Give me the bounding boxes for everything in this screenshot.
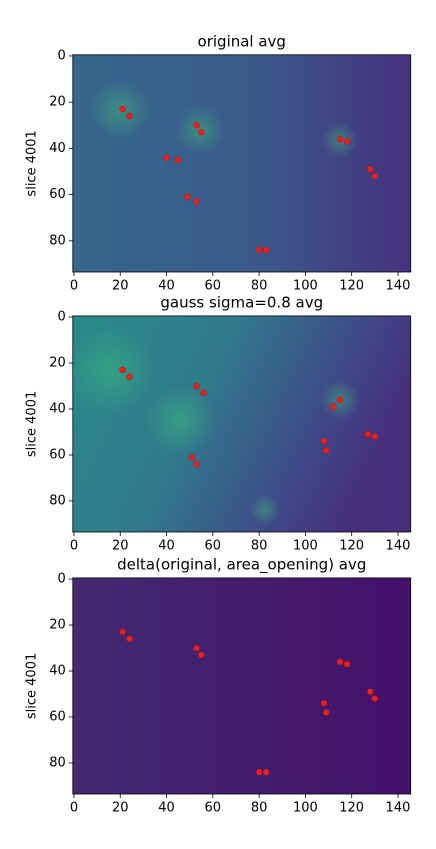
image xyxy=(72,577,411,794)
x-tick-label: 20 xyxy=(112,539,129,554)
x-tick-label: 140 xyxy=(386,801,411,816)
x-tick-label: 80 xyxy=(251,801,268,816)
image-glow xyxy=(65,325,155,415)
scatter-point xyxy=(364,431,372,438)
scatter-point xyxy=(193,198,200,205)
x-tick-label: 60 xyxy=(205,801,222,816)
y-tick-label: 80 xyxy=(49,755,66,770)
x-tick-label: 40 xyxy=(158,279,175,294)
y-tick-label: 20 xyxy=(49,95,66,110)
image-glow xyxy=(250,495,280,525)
y-tick-label: 20 xyxy=(49,618,66,633)
scatter-point xyxy=(119,628,126,636)
scatter-point xyxy=(119,366,126,374)
scatter-point xyxy=(366,165,374,173)
scatter-point xyxy=(262,246,270,254)
x-tick-label: 40 xyxy=(158,539,175,554)
y-axis-label: slice 4001 xyxy=(25,391,40,457)
y-axis-label: slice 4001 xyxy=(25,130,40,196)
axes-frame xyxy=(72,577,412,795)
chart-title: gauss sigma=0.8 avg xyxy=(160,293,323,311)
y-tick-label: 20 xyxy=(49,356,66,371)
y-tick-label: 60 xyxy=(49,709,66,724)
scatter-point xyxy=(126,635,133,643)
x-tick-label: 0 xyxy=(70,539,78,554)
scatter-point xyxy=(193,460,200,468)
y-tick-label: 80 xyxy=(49,493,66,508)
scatter-point xyxy=(320,437,328,445)
scatter-point xyxy=(262,768,270,776)
x-tick-label: 60 xyxy=(205,539,222,554)
x-tick-label: 80 xyxy=(251,279,268,294)
scatter-point xyxy=(193,122,200,129)
y-axis-label: slice 4001 xyxy=(25,653,40,719)
scatter-point xyxy=(197,651,205,659)
x-tick-label: 120 xyxy=(339,279,364,294)
x-tick-label: 100 xyxy=(293,539,318,554)
scatter-point xyxy=(255,246,263,254)
y-tick-label: 80 xyxy=(49,233,66,248)
scatter-point xyxy=(371,433,379,440)
x-tick-label: 80 xyxy=(251,539,268,554)
scatter-point xyxy=(320,699,328,707)
y-tick-label: 0 xyxy=(58,572,66,587)
scatter-point xyxy=(193,382,200,390)
scatter-point xyxy=(371,695,379,702)
x-tick-label: 120 xyxy=(339,539,364,554)
chart-title: original avg xyxy=(198,32,286,50)
y-tick-label: 40 xyxy=(49,402,66,417)
x-tick-label: 100 xyxy=(293,279,318,294)
x-tick-label: 40 xyxy=(158,801,175,816)
scatter-point xyxy=(336,658,344,666)
x-tick-label: 20 xyxy=(112,279,129,294)
scatter-point xyxy=(174,156,182,164)
x-tick-label: 100 xyxy=(293,801,318,816)
axes-frame xyxy=(72,315,412,533)
scatter-point xyxy=(126,373,133,381)
scatter-point xyxy=(366,688,374,695)
scatter-point xyxy=(329,403,337,410)
scatter-point xyxy=(188,454,196,461)
y-tick-label: 40 xyxy=(49,141,66,156)
chart-title: delta(original, area_opening) avg xyxy=(117,555,366,574)
x-tick-label: 140 xyxy=(386,539,411,554)
x-tick-label: 0 xyxy=(70,801,78,816)
axes-frame xyxy=(72,54,412,273)
x-tick-label: 0 xyxy=(70,279,78,294)
y-tick-label: 40 xyxy=(49,664,66,679)
scatter-point xyxy=(184,193,191,201)
scatter-point xyxy=(343,660,351,668)
scatter-point xyxy=(200,389,207,397)
scatter-point xyxy=(119,105,126,113)
scatter-point xyxy=(197,128,205,136)
scatter-point xyxy=(336,396,344,404)
x-tick-label: 60 xyxy=(205,279,222,294)
scatter-point xyxy=(371,172,379,180)
scatter-point xyxy=(343,138,351,145)
y-tick-label: 0 xyxy=(58,310,66,325)
x-tick-label: 140 xyxy=(386,279,411,294)
image-glow xyxy=(145,385,215,455)
scatter-point xyxy=(193,644,200,652)
y-tick-label: 60 xyxy=(49,187,66,202)
x-tick-label: 20 xyxy=(112,801,129,816)
scatter-point xyxy=(255,768,263,776)
y-tick-label: 60 xyxy=(49,447,66,462)
scatter-point xyxy=(322,709,330,716)
scatter-point xyxy=(322,447,330,454)
scatter-point xyxy=(163,154,170,161)
scatter-point xyxy=(126,112,133,120)
scatter-point xyxy=(336,135,344,143)
x-tick-label: 120 xyxy=(339,801,364,816)
y-tick-label: 0 xyxy=(58,48,66,63)
